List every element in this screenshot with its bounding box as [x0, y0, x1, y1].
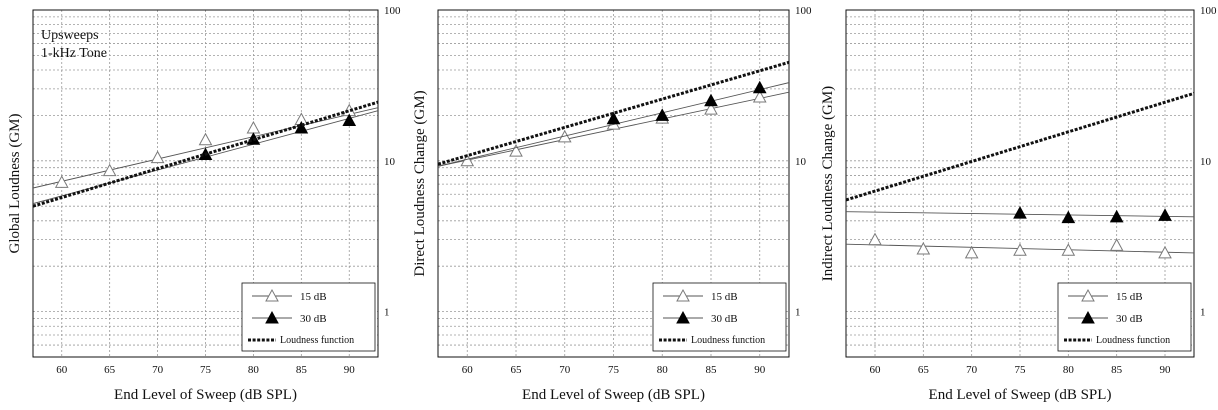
x-tick-label: 90	[754, 364, 766, 376]
y-tick-label: 10	[384, 156, 396, 168]
x-axis-label: End Level of Sweep (dB SPL)	[522, 387, 705, 403]
data-point-15db	[1061, 243, 1076, 256]
legend-label-loudness: Loudness function	[691, 335, 765, 346]
data-point-15db	[752, 89, 767, 103]
legend-label-30db: 30 dB	[1116, 313, 1143, 325]
data-point-15db	[868, 232, 882, 246]
legend-label-15db: 15 dB	[711, 291, 738, 303]
loudness-function-line	[438, 60, 789, 166]
legend-marker-15db	[265, 288, 279, 302]
x-tick-label: 70	[152, 364, 164, 376]
legend: 15 dB 30 dB Loudness function	[241, 282, 376, 352]
loudness-function-line	[846, 91, 1194, 202]
legend-marker-15db	[1081, 288, 1095, 302]
legend-marker-15db	[676, 288, 690, 302]
data-point-30db	[1158, 208, 1172, 221]
x-tick-label: 75	[1015, 364, 1027, 376]
legend-label-loudness: Loudness function	[1096, 335, 1170, 346]
plot-area	[438, 60, 789, 167]
y-tick-label: 10	[1200, 156, 1212, 168]
legend: 15 dB 30 dB Loudness function	[1057, 282, 1192, 352]
chart-panel-3: 60 65 70 75 80 85 90 1 10 100 End Level of Sweep (…	[820, 5, 1217, 403]
data-point-30db	[752, 80, 767, 94]
data-point-15db	[54, 175, 69, 188]
y-tick-label: 100	[795, 5, 812, 17]
legend-label-loudness: Loudness function	[280, 335, 354, 346]
data-point-30db	[606, 111, 621, 125]
annotation-text: 1-kHz Tone	[41, 46, 107, 61]
x-tick-label: 60	[56, 364, 68, 376]
x-tick-label: 70	[559, 364, 571, 376]
y-tick-label: 100	[1200, 5, 1217, 17]
data-point-15db	[1158, 245, 1172, 259]
y-tick-label: 100	[384, 5, 401, 17]
data-point-30db	[1109, 209, 1124, 223]
x-axis-label: End Level of Sweep (dB SPL)	[114, 387, 297, 403]
plot-area	[33, 100, 378, 208]
legend: 15 dB 30 dB Loudness function	[652, 282, 787, 352]
legend-label-30db: 30 dB	[711, 313, 738, 325]
x-tick-label: 90	[344, 364, 356, 376]
data-point-15db	[704, 102, 718, 115]
x-tick-label: 60	[870, 364, 882, 376]
data-point-15db	[509, 144, 523, 157]
plot-frame	[845, 9, 1195, 358]
legend-label-15db: 15 dB	[300, 291, 327, 303]
legend-label-30db: 30 dB	[300, 313, 327, 325]
annotation-text: Upsweeps	[41, 28, 99, 43]
data-point-30db	[655, 108, 670, 121]
x-tick-label: 85	[706, 364, 718, 376]
data-point-15db	[246, 120, 261, 134]
x-tick-label: 90	[1160, 364, 1172, 376]
plot-frame	[32, 9, 379, 358]
x-tick-label: 80	[657, 364, 669, 376]
y-tick-label: 1	[384, 307, 390, 319]
x-tick-label: 60	[462, 364, 474, 376]
plot-area	[846, 91, 1194, 259]
chart-panel-2: 60 65 70 75 80 85 90 1 10 100 End Level of Sweep (…	[412, 5, 812, 403]
x-tick-label: 85	[296, 364, 308, 376]
x-tick-label: 65	[104, 364, 116, 376]
legend-marker-30db	[265, 310, 279, 324]
y-tick-label: 1	[795, 307, 801, 319]
data-point-15db	[102, 163, 117, 177]
x-tick-label: 70	[966, 364, 978, 376]
x-tick-label: 75	[200, 364, 212, 376]
plot-frame	[437, 9, 790, 358]
data-point-15db	[1013, 243, 1027, 256]
legend-marker-30db	[1081, 310, 1095, 324]
y-axis-label: Direct Loudness Change (GM)	[412, 90, 428, 276]
x-tick-label: 85	[1111, 364, 1123, 376]
x-tick-label: 65	[511, 364, 523, 376]
x-tick-label: 80	[248, 364, 260, 376]
data-point-15db	[150, 150, 165, 164]
y-tick-label: 10	[795, 156, 807, 168]
loudness-function-line	[33, 100, 378, 208]
x-tick-label: 80	[1063, 364, 1075, 376]
chart-panel-1: 60 65 70 75 80 85 90 1 10 100 End Level of Sweep (…	[7, 5, 401, 403]
y-axis-label: Global Loudness (GM)	[7, 114, 23, 254]
y-axis-label: Indirect Loudness Change (GM)	[820, 86, 836, 281]
data-point-30db	[1013, 206, 1027, 219]
data-point-30db	[342, 113, 357, 127]
y-tick-label: 1	[1200, 307, 1206, 319]
data-point-15db	[198, 132, 213, 146]
legend-label-15db: 15 dB	[1116, 291, 1143, 303]
fit-line-30db	[438, 82, 789, 167]
data-point-15db	[964, 245, 979, 259]
x-tick-label: 75	[608, 364, 620, 376]
data-point-15db	[916, 241, 931, 255]
x-tick-label: 65	[918, 364, 930, 376]
data-point-30db	[1061, 210, 1076, 224]
data-point-30db	[704, 93, 718, 107]
data-point-15db	[1109, 238, 1124, 251]
legend-marker-30db	[676, 310, 690, 324]
x-axis-label: End Level of Sweep (dB SPL)	[929, 387, 1112, 403]
